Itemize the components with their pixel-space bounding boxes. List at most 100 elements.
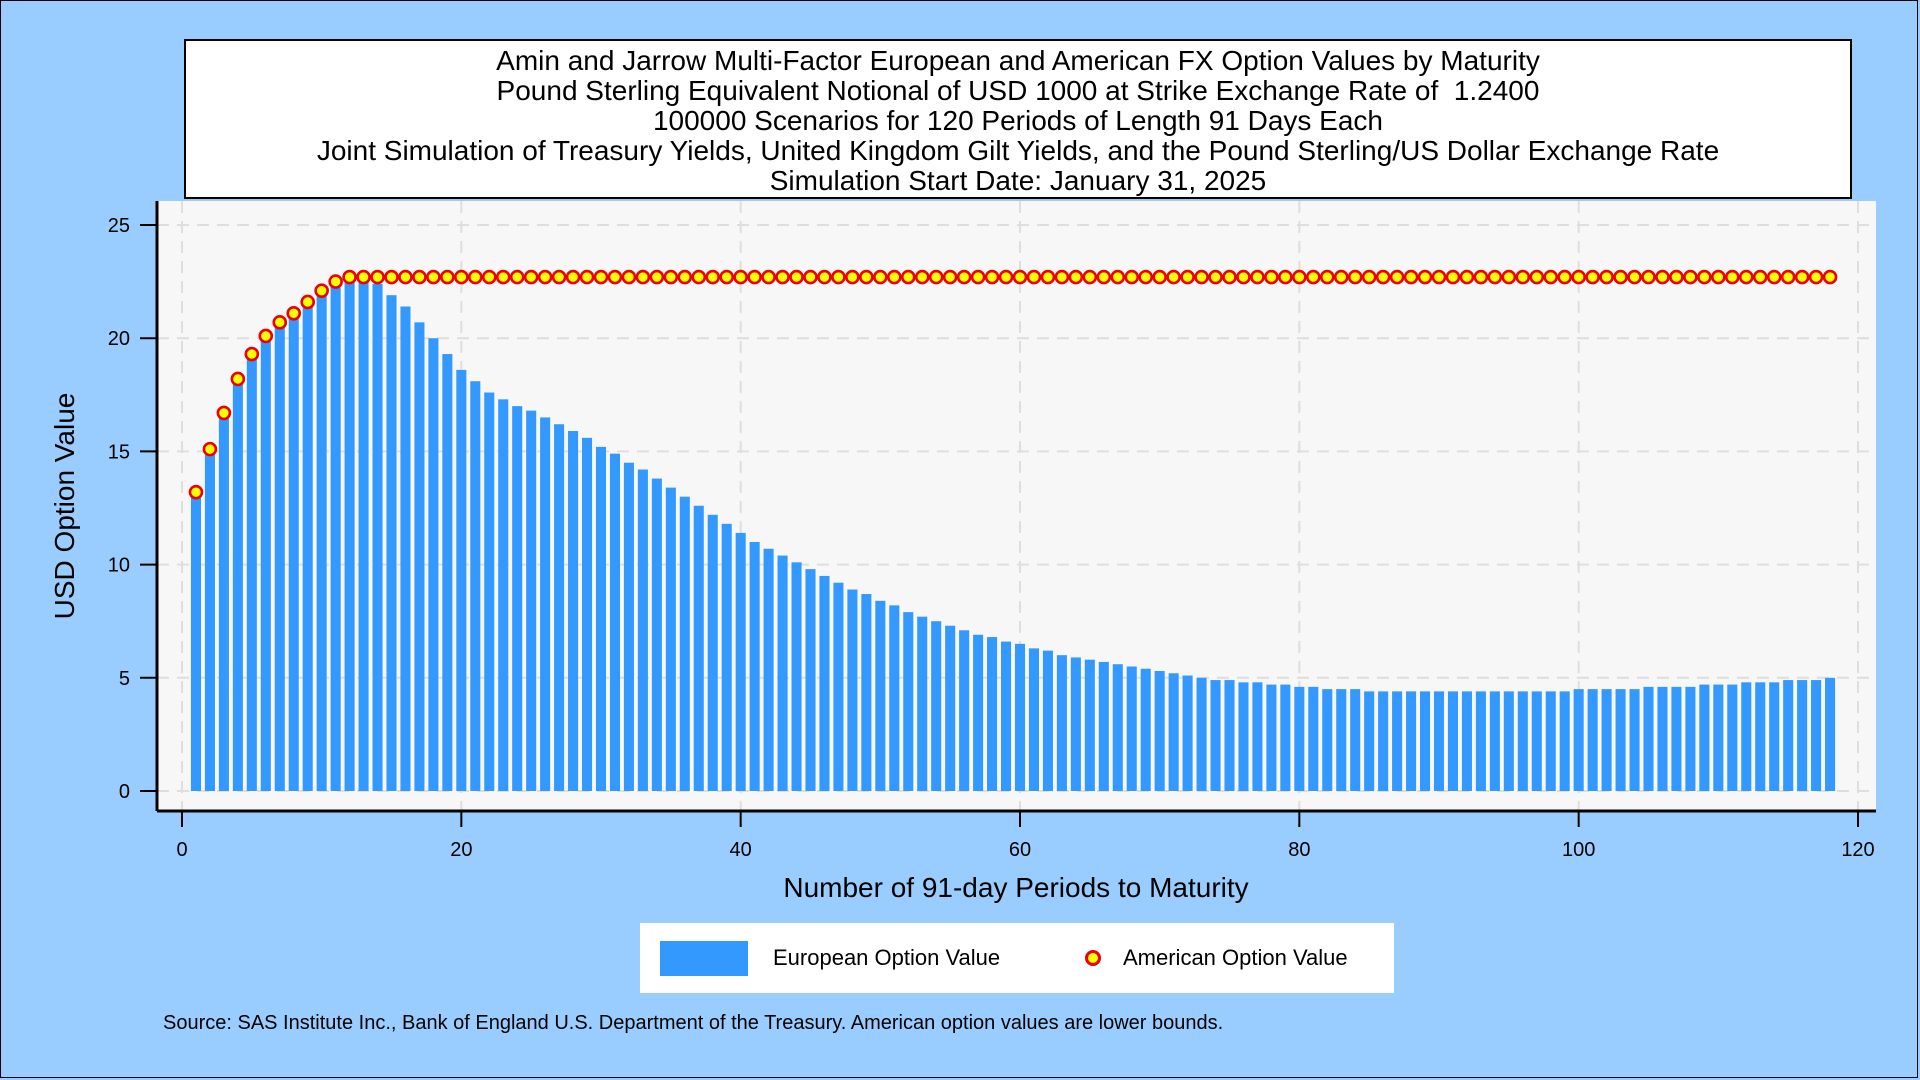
american-marker-10: [314, 283, 329, 298]
european-bar-53: [917, 616, 928, 791]
american-marker-69: [1138, 269, 1153, 285]
european-bar-84: [1350, 689, 1361, 791]
european-bar-115: [1783, 680, 1794, 791]
american-marker-50: [873, 269, 888, 285]
american-marker-73: [1194, 269, 1209, 285]
american-marker-30: [593, 269, 609, 285]
american-marker-95: [1501, 269, 1517, 285]
european-bar-50: [875, 600, 886, 791]
american-marker-100: [1571, 269, 1586, 285]
american-marker-32: [621, 269, 637, 285]
american-marker-66: [1096, 269, 1112, 285]
european-bar-26: [540, 417, 551, 791]
american-marker-105: [1641, 269, 1656, 285]
american-marker-23: [495, 269, 511, 285]
y-tick-label-5: 5: [119, 668, 130, 690]
european-bar-31: [609, 453, 620, 791]
american-marker-18: [426, 269, 441, 285]
american-marker-86: [1375, 269, 1391, 285]
european-bar-28: [568, 431, 579, 791]
american-marker-40: [733, 269, 748, 285]
american-marker-94: [1487, 269, 1503, 285]
american-marker-39: [719, 269, 735, 285]
european-bar-118: [1825, 677, 1836, 791]
european-bar-17: [414, 322, 425, 791]
european-bar-64: [1070, 657, 1081, 791]
european-bar-16: [400, 306, 411, 791]
american-marker-112: [1738, 269, 1754, 285]
x-tick-label-20: 20: [450, 839, 472, 861]
title-line-3: 100000 Scenarios for 120 Periods of Leng…: [652, 105, 1384, 136]
european-bar-101: [1587, 689, 1598, 791]
american-marker-61: [1026, 269, 1042, 285]
american-marker-80: [1292, 269, 1307, 285]
american-marker-106: [1655, 269, 1670, 285]
european-bar-83: [1336, 689, 1347, 791]
european-bar-108: [1685, 686, 1696, 791]
european-bar-88: [1406, 691, 1417, 791]
american-marker-24: [509, 269, 525, 285]
european-bar-44: [791, 562, 802, 791]
american-marker-60: [1012, 269, 1028, 285]
european-bar-40: [735, 532, 746, 791]
american-marker-49: [859, 269, 874, 285]
american-marker-19: [440, 269, 455, 285]
american-marker-75: [1222, 269, 1237, 285]
american-marker-116: [1794, 269, 1810, 285]
european-bar-9: [302, 304, 313, 791]
american-marker-117: [1808, 269, 1824, 285]
x-tick-label-40: 40: [730, 839, 752, 861]
european-bar-61: [1028, 648, 1039, 791]
american-marker-6: [258, 328, 274, 344]
european-bar-11: [330, 283, 341, 791]
european-bar-76: [1238, 682, 1249, 791]
american-marker-36: [677, 269, 693, 285]
american-marker-7: [272, 315, 288, 330]
american-marker-35: [663, 269, 679, 285]
european-bar-41: [749, 541, 760, 791]
european-bar-63: [1056, 655, 1067, 791]
source-footnote: Source: SAS Institute Inc., Bank of Engl…: [163, 1012, 1224, 1034]
european-bar-89: [1420, 691, 1431, 791]
american-marker-48: [845, 269, 860, 285]
american-marker-33: [635, 269, 651, 285]
x-tick-label-80: 80: [1288, 839, 1310, 861]
european-bar-8: [288, 313, 299, 791]
european-bar-82: [1322, 689, 1333, 791]
european-bar-72: [1182, 675, 1193, 791]
american-marker-74: [1208, 269, 1223, 285]
european-bar-66: [1098, 661, 1109, 791]
european-bar-94: [1489, 691, 1500, 791]
american-marker-2: [202, 441, 218, 457]
american-marker-84: [1347, 269, 1363, 285]
european-bar-75: [1224, 680, 1235, 791]
american-marker-93: [1473, 269, 1489, 285]
european-bar-23: [498, 399, 509, 791]
european-bar-67: [1112, 664, 1123, 791]
x-axis-ticks: 0 20 40 60 80 100 120: [176, 811, 1875, 861]
american-marker-57: [970, 269, 986, 285]
american-marker-67: [1110, 269, 1126, 285]
american-marker-46: [817, 269, 832, 285]
european-bar-38: [707, 514, 718, 791]
european-bar-70: [1154, 671, 1165, 791]
american-marker-4: [230, 371, 246, 387]
european-bars: [190, 279, 1836, 791]
european-bar-91: [1447, 691, 1458, 791]
european-bar-49: [861, 594, 872, 791]
european-bar-110: [1713, 684, 1724, 791]
american-marker-92: [1459, 269, 1475, 285]
american-marker-45: [803, 269, 818, 285]
european-bar-2: [204, 449, 215, 791]
y-tick-label-0: 0: [119, 781, 130, 803]
american-marker-77: [1250, 269, 1265, 285]
european-bar-107: [1671, 686, 1682, 791]
european-bar-96: [1517, 691, 1528, 791]
american-marker-62: [1040, 269, 1056, 285]
american-marker-3: [216, 405, 232, 421]
european-bar-47: [833, 582, 844, 791]
european-bar-65: [1084, 659, 1095, 791]
european-bar-3: [218, 412, 229, 791]
european-bar-62: [1042, 650, 1053, 791]
european-bar-14: [372, 283, 383, 791]
